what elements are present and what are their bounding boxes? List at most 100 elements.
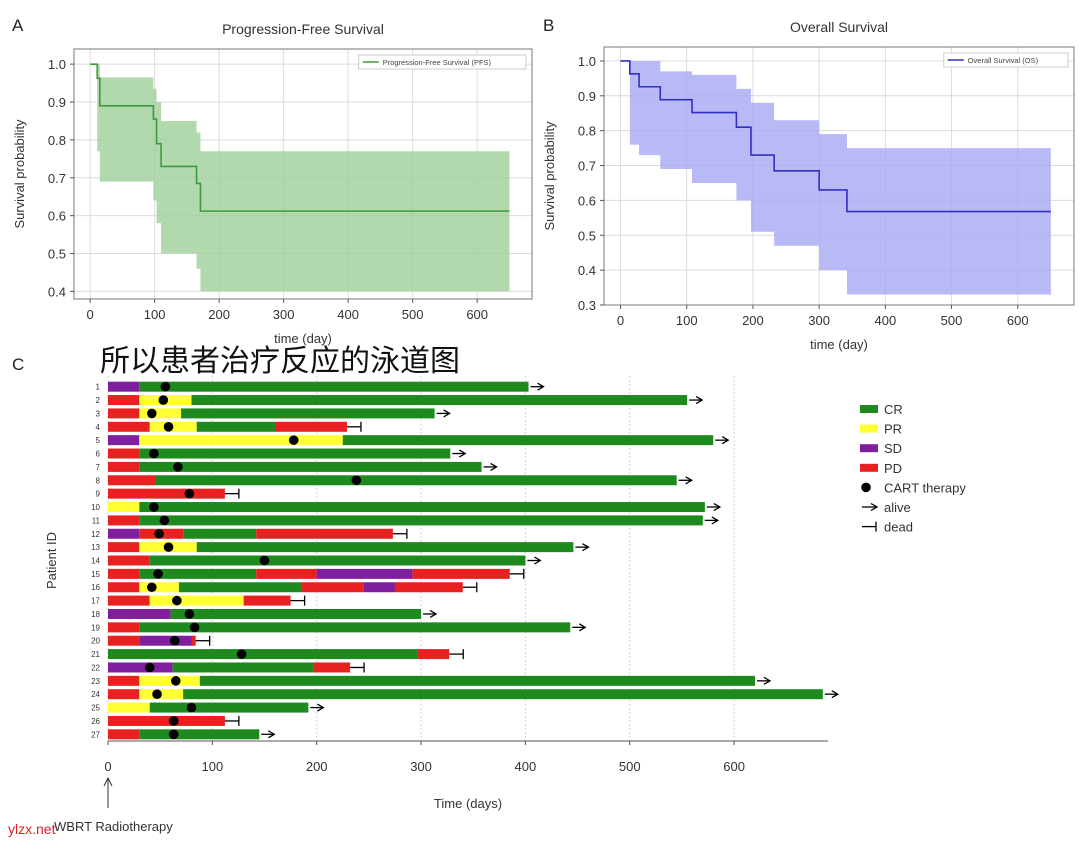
patient-row: 25 [91,702,325,713]
wbrt-annotation: WBRT Radiotherapy [54,819,173,834]
patient-id-label: 12 [91,530,100,539]
response-segment-cr [154,475,677,486]
response-segment-cr [139,729,260,740]
cart-therapy-marker [153,569,163,579]
legend-item-sd: SD [860,441,902,456]
patient-id-label: 18 [91,610,100,619]
y-tick-label: 0.7 [48,171,66,186]
response-segment-pd [108,448,140,459]
cart-therapy-marker [168,729,179,740]
patient-id-label: 20 [91,637,100,646]
x-tick-label: 100 [144,307,166,322]
legend-item-dead: dead [862,520,913,535]
alive-arrow-head [458,449,467,458]
response-segment-cr [342,435,714,446]
x-axis-label: time (day) [810,337,868,352]
x-tick-label: 200 [208,307,230,322]
response-segment-cr [170,608,422,619]
legend-item-cart: CART therapy [861,480,966,495]
legend-label: Progression-Free Survival (PFS) [383,58,492,67]
cart-therapy-marker [351,475,362,486]
response-segment-pd [394,582,463,593]
swim-y-axis-label: Patient ID [44,532,59,589]
patient-row: 5 [96,435,730,446]
response-segment-pd [313,662,351,673]
patient-row: 14 [91,555,542,566]
response-segment-pr [108,702,150,713]
swim-x-tick-label: 100 [201,759,223,774]
panel-label-a: A [12,16,24,35]
response-segment-pr [139,408,182,419]
y-tick-label: 0.4 [48,284,66,299]
cart-therapy-marker [159,515,170,526]
legend-label: PR [884,422,902,437]
patient-id-label: 23 [91,677,100,686]
response-segment-pd [108,715,225,726]
x-tick-label: 0 [87,307,94,322]
cart-therapy-marker [158,395,169,405]
y-axis-label: Survival probability [12,119,27,229]
response-segment-cr [172,662,314,673]
legend-item-pr: PR [860,422,902,437]
response-segment-cr [139,568,257,579]
wbrt-arrow-head [103,776,113,787]
patient-row: 24 [91,689,840,700]
response-segment-pd [417,649,450,660]
cart-therapy-marker [163,542,174,552]
patient-row: 22 [91,662,365,673]
response-segment-cr [139,515,703,526]
legend-item-cr: CR [860,402,903,417]
response-segment-sd [108,662,173,673]
patient-row: 11 [92,515,720,526]
patient-row: 18 [91,608,438,619]
legend-label: PD [884,461,902,476]
patient-row: 2 [96,395,704,406]
response-segment-pd [108,542,140,553]
patient-id-label: 8 [96,476,101,485]
response-segment-pd [108,555,150,566]
patient-id-label: 13 [91,543,100,552]
response-segment-pd [108,635,140,646]
patient-id-label: 9 [96,490,101,499]
patient-row: 13 [91,542,590,553]
y-tick-label: 0.8 [48,133,66,148]
response-segment-pd [108,421,150,432]
response-segment-pd [256,528,393,539]
swimmer-panel: 1234567891011121314151617181920212223242… [44,376,966,834]
overlay-chinese-title: 所以患者治疗反应的泳道图 [100,345,460,378]
y-tick-label: 0.5 [578,228,596,243]
patient-row: 7 [96,461,498,472]
response-segment-pd [412,568,510,579]
cart-therapy-marker [236,649,247,659]
patient-id-label: 15 [91,570,100,579]
response-segment-pd [301,582,364,593]
response-segment-sd [108,528,140,539]
cart-therapy-marker [173,462,183,472]
alive-arrow-head [317,703,325,712]
legend-swatch [860,463,878,472]
response-segment-cr [149,555,526,566]
response-segment-cr [139,461,482,472]
cart-therapy-marker [172,595,182,606]
y-tick-label: 0.4 [578,263,596,278]
response-segment-cr [178,582,302,593]
response-segment-sd [316,568,413,579]
patient-row: 21 [91,649,464,660]
response-segment-pr [139,435,343,446]
response-segment-pd [191,635,196,646]
x-tick-label: 500 [941,313,963,328]
response-segment-sd [108,381,140,392]
legend-box [358,54,527,70]
response-segment-pd [256,568,317,579]
patient-row: 9 [96,488,240,499]
patient-id-label: 11 [92,516,101,525]
response-segment-pd [108,729,140,740]
patient-id-label: 10 [91,503,100,512]
y-tick-label: 0.7 [578,159,596,174]
x-tick-label: 600 [466,307,488,322]
response-segment-pd [108,515,140,526]
patient-id-label: 5 [96,436,101,445]
patient-id-label: 6 [96,450,101,459]
response-segment-cr [199,675,755,686]
legend-label: CART therapy [884,480,966,495]
